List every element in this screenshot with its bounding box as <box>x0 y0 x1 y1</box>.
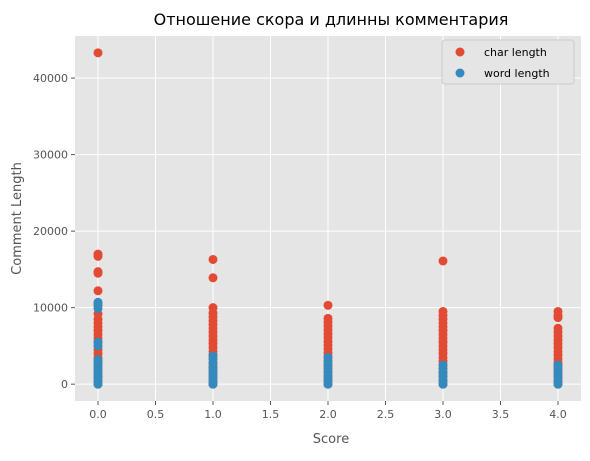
x-tick-label: 3.5 <box>492 408 510 421</box>
data-point <box>208 273 218 283</box>
x-tick-label: 1.5 <box>262 408 280 421</box>
x-tick-label: 4.0 <box>549 408 567 421</box>
data-point <box>93 303 103 313</box>
y-axis-label: Comment Length <box>10 162 25 275</box>
y-tick-label: 40000 <box>33 72 68 85</box>
data-point <box>93 286 103 296</box>
x-tick-label: 1.0 <box>204 408 222 421</box>
data-point <box>93 268 103 278</box>
data-point <box>93 341 103 351</box>
data-point <box>323 300 333 310</box>
legend-box <box>441 39 575 85</box>
legend: char length word length <box>441 39 575 85</box>
data-point <box>93 251 103 261</box>
chart-title: Отношение скора и длинны комментария <box>154 10 509 29</box>
x-axis-ticks: 0.0 0.5 1.0 1.5 2.0 2.5 3.0 3.5 4.0 <box>89 401 567 421</box>
x-axis-label: Score <box>313 432 349 447</box>
data-point <box>323 379 333 389</box>
legend-label: char length <box>484 46 547 59</box>
legend-marker <box>455 68 465 78</box>
data-point <box>93 379 103 389</box>
data-point <box>208 379 218 389</box>
y-tick-label: 10000 <box>33 302 68 315</box>
x-tick-label: 0.5 <box>147 408 165 421</box>
x-tick-label: 2.5 <box>377 408 395 421</box>
data-point <box>438 256 448 266</box>
y-axis-ticks: 0 10000 20000 30000 40000 <box>33 72 75 391</box>
data-point <box>438 379 448 389</box>
y-tick-label: 20000 <box>33 225 68 238</box>
series-1 <box>93 297 563 389</box>
y-tick-label: 30000 <box>33 149 68 162</box>
legend-label: word length <box>484 67 550 80</box>
data-point <box>93 48 103 58</box>
x-tick-label: 2.0 <box>319 408 337 421</box>
y-tick-label: 0 <box>61 378 68 391</box>
x-tick-label: 0.0 <box>89 408 107 421</box>
x-tick-label: 3.0 <box>434 408 452 421</box>
data-point <box>553 313 563 323</box>
data-point <box>553 379 563 389</box>
data-points <box>93 48 563 389</box>
legend-marker <box>455 47 465 57</box>
data-point <box>208 254 218 264</box>
